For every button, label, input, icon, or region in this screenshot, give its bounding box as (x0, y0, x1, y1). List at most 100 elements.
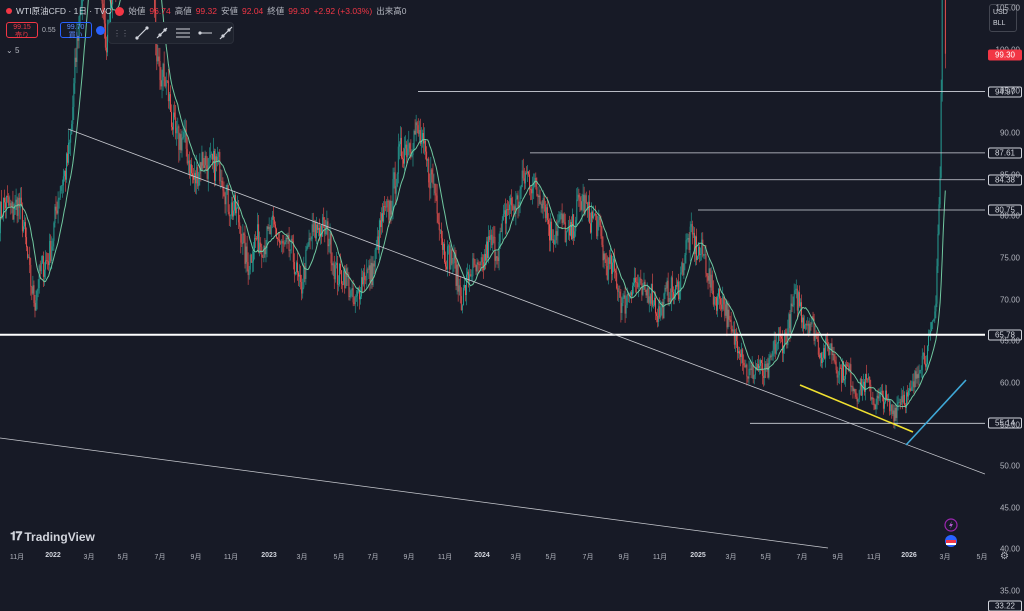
candle-body (220, 180, 222, 182)
candle-body (912, 381, 914, 387)
drawing-toolbar: ⋮⋮ (108, 22, 234, 44)
candle-body (298, 272, 299, 277)
candle-body (24, 222, 25, 227)
candle-body (442, 243, 444, 250)
x-tick-label: 11月 (223, 554, 239, 561)
candle-body (363, 272, 365, 285)
candle-body (890, 404, 892, 412)
candle-body (543, 198, 545, 205)
candle-body (345, 268, 347, 289)
candle-body (340, 263, 341, 271)
candle-body (711, 274, 713, 291)
trend-line-icon[interactable] (135, 25, 149, 41)
indicator-toggle[interactable]: ⌄ 5 (6, 46, 19, 55)
candle-body (635, 277, 637, 283)
candle-body (510, 198, 512, 205)
close-label: 終値 (267, 6, 285, 16)
candle-body (283, 243, 285, 245)
candle-body (251, 261, 253, 263)
candle-body (609, 255, 611, 264)
high-value: 99.32 (195, 6, 217, 16)
candle-body (522, 170, 524, 179)
candle-body (654, 297, 655, 306)
candle-body (377, 236, 379, 251)
lightning-icon[interactable] (944, 518, 958, 532)
candle-body (240, 226, 242, 243)
candle-body (704, 254, 706, 255)
candle-body (622, 297, 624, 304)
candle-body (263, 245, 265, 258)
flag-event-icon[interactable] (944, 534, 958, 548)
buy-button[interactable]: 99.70 買い (59, 22, 92, 39)
candle-body (603, 253, 605, 261)
x-tick-label: 11月 (652, 554, 668, 561)
candle-body (514, 206, 516, 215)
candle-body (596, 215, 598, 237)
candle-body (584, 195, 586, 214)
sell-button[interactable]: 99.15 売り (6, 22, 38, 39)
candle-body (409, 143, 411, 152)
candle-body (111, 0, 113, 5)
candle-body (286, 237, 288, 240)
alert-dot-icon[interactable] (95, 25, 105, 35)
candle-body (411, 154, 413, 157)
x-tick-label: 7月 (154, 554, 166, 561)
price-level-label: 33.22 (988, 600, 1022, 611)
candle-body (773, 339, 775, 350)
candle-body (530, 189, 532, 190)
candle-body (70, 134, 72, 143)
candle-body (684, 255, 686, 264)
candle-body (458, 285, 460, 292)
candle-body (582, 194, 584, 202)
candle-body (713, 297, 715, 305)
parallel-channel-icon[interactable] (175, 25, 191, 41)
candle-body (803, 317, 805, 329)
candle-body (423, 133, 424, 144)
candle-body (431, 169, 433, 175)
settings-gear-icon[interactable]: ⚙ (1000, 551, 1009, 562)
price-chart[interactable] (0, 0, 985, 566)
candle-body (892, 410, 894, 415)
price-axis[interactable]: 147.06129.35123.6694.9787.6184.3880.7565… (985, 0, 1024, 611)
currency-unit-selector[interactable]: USD BLL (989, 4, 1017, 32)
candle-body (700, 253, 702, 256)
candle-body (347, 276, 349, 277)
y-tick-label: 85.00 (999, 170, 1020, 180)
candle-body (328, 244, 330, 247)
symbol-title[interactable]: WTI原油CFD · 1日 · TVC (16, 6, 112, 16)
x-tick-label: 9月 (832, 554, 844, 561)
candle-body (169, 94, 171, 112)
candle-body (749, 368, 751, 370)
candle-body (6, 195, 8, 209)
candle-body (645, 289, 647, 296)
candle-body (496, 256, 498, 258)
candle-body (348, 276, 350, 297)
candle-body (631, 285, 633, 296)
candle-body (792, 305, 794, 307)
open-label: 始値 (128, 6, 146, 16)
candle-body (218, 152, 220, 157)
candle-body (658, 306, 660, 322)
horizontal-ray-icon[interactable] (197, 25, 213, 41)
price-level-label: 94.97 (988, 86, 1022, 98)
candle-body (517, 195, 519, 208)
candle-body (256, 238, 257, 240)
candle-body (763, 375, 765, 378)
candle-body (488, 236, 490, 258)
candle-body (244, 234, 246, 264)
candle-body (908, 390, 910, 397)
candle-body (419, 130, 421, 144)
extended-line-icon[interactable] (219, 25, 233, 41)
ray-icon[interactable] (155, 25, 169, 41)
chart-area[interactable] (0, 0, 985, 566)
drag-handle-icon[interactable]: ⋮⋮ (113, 28, 129, 38)
candle-body (917, 374, 919, 378)
candle-body (923, 352, 925, 364)
candle-body (560, 213, 562, 215)
candle-body (454, 252, 456, 260)
candle-body (935, 303, 937, 312)
y-tick-label: 55.00 (999, 420, 1020, 429)
candle-body (238, 207, 240, 223)
candle-body (909, 388, 911, 391)
candle-body (435, 193, 437, 196)
